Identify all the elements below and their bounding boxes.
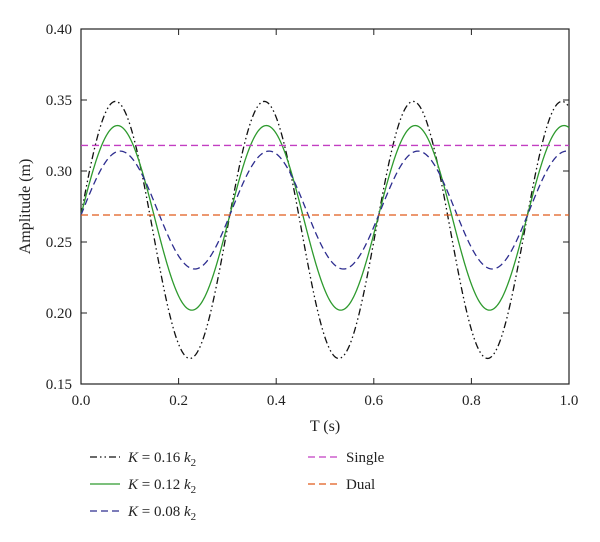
plot-frame	[80, 28, 570, 385]
legend-label-name: Single	[346, 450, 385, 466]
legend-item: K = 0.16 k2	[90, 450, 196, 469]
x-tick-label: 0.2	[169, 393, 188, 409]
x-tick-label: 0.8	[462, 393, 481, 409]
series-line-2	[80, 124, 570, 311]
legend-label: K = 0.08 k2	[127, 504, 196, 523]
legend-label-sub: 2	[191, 484, 197, 496]
y-tick-label: 0.30	[46, 164, 72, 180]
y-tick-label: 0.25	[46, 235, 72, 251]
legend-label-k: k	[184, 450, 191, 466]
y-tick-label: 0.40	[46, 22, 72, 38]
series-line-3	[80, 150, 570, 270]
series-layer	[80, 100, 570, 360]
legend-label: Single	[346, 450, 385, 466]
legend-label-sub: 2	[191, 511, 197, 523]
x-tick-label: 0.4	[267, 393, 286, 409]
x-tick-label: 0.6	[364, 393, 383, 409]
legend-label-var: K	[127, 477, 139, 493]
legend-item: Single	[308, 450, 385, 466]
x-tick-label: 1.0	[560, 393, 579, 409]
y-tick-labels: 0.15 0.20 0.25 0.30 0.35 0.40	[46, 22, 72, 393]
legend-label-eq: = 0.16	[138, 450, 184, 466]
legend-label-k: k	[184, 477, 191, 493]
legend-label-k: k	[184, 504, 191, 520]
x-tick-labels: 0.0 0.2 0.4 0.6 0.8 1.0	[72, 393, 579, 409]
x-tick-label: 0.0	[72, 393, 91, 409]
legend-label-var: K	[127, 450, 139, 466]
legend: K = 0.16 k2K = 0.12 k2K = 0.08 k2SingleD…	[90, 450, 385, 523]
legend-label: K = 0.16 k2	[127, 450, 196, 469]
legend-label-sub: 2	[191, 457, 197, 469]
y-tick-label: 0.20	[46, 306, 72, 322]
legend-item: Dual	[308, 477, 375, 493]
legend-label-eq: = 0.12	[138, 477, 184, 493]
legend-label-name: Dual	[346, 477, 375, 493]
ticks-layer	[80, 28, 570, 385]
legend-label-var: K	[127, 504, 139, 520]
series-line-1	[80, 100, 570, 360]
legend-label: Dual	[346, 477, 375, 493]
legend-label: K = 0.12 k2	[127, 477, 196, 496]
y-axis-title: Amplitude (m)	[17, 159, 34, 255]
legend-item: K = 0.12 k2	[90, 477, 196, 496]
x-axis-title: T (s)	[310, 418, 340, 435]
legend-item: K = 0.08 k2	[90, 504, 196, 523]
y-tick-label: 0.15	[46, 377, 72, 393]
legend-label-eq: = 0.08	[138, 504, 184, 520]
y-tick-label: 0.35	[46, 93, 72, 109]
